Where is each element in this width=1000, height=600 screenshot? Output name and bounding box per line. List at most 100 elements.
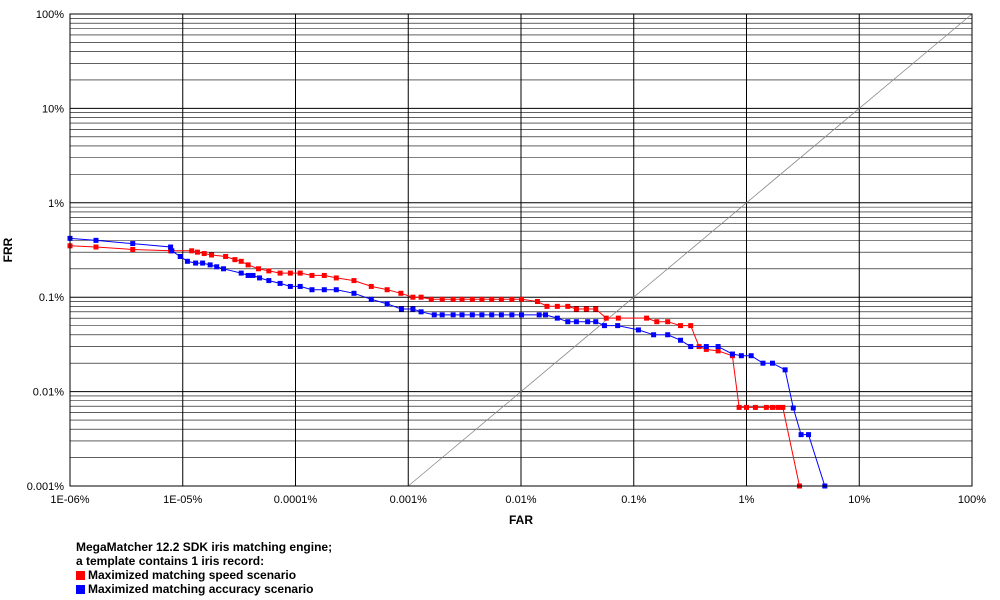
data-point — [321, 272, 327, 278]
data-point — [509, 296, 515, 302]
data-point — [459, 312, 465, 318]
data-point — [214, 264, 220, 270]
data-point — [450, 312, 456, 318]
data-point — [238, 258, 244, 264]
data-point — [384, 287, 390, 293]
data-point — [418, 294, 424, 300]
caption-title: MegaMatcher 12.2 SDK iris matching engin… — [76, 540, 333, 554]
caption-subtitle: a template contains 1 iris record: — [76, 554, 265, 568]
x-tick-label: 0.001% — [390, 494, 428, 506]
data-point — [479, 296, 485, 302]
data-point — [573, 306, 579, 312]
data-point — [615, 315, 621, 321]
data-point — [277, 270, 283, 276]
data-point — [130, 241, 136, 247]
data-point — [245, 272, 251, 278]
legend-label-accuracy: Maximized matching accuracy scenario — [88, 582, 314, 596]
data-point — [665, 332, 671, 338]
data-point — [223, 253, 229, 259]
data-point — [266, 278, 272, 284]
legend-item-speed: Maximized matching speed scenario — [76, 568, 332, 582]
series-layer — [67, 235, 828, 489]
data-point — [654, 319, 660, 325]
data-point — [593, 319, 599, 325]
data-point — [703, 344, 709, 350]
data-point — [232, 257, 238, 263]
data-point — [469, 296, 475, 302]
data-point — [544, 303, 550, 309]
data-point — [201, 251, 207, 257]
data-point — [748, 353, 754, 359]
data-point — [565, 303, 571, 309]
data-point — [644, 315, 650, 321]
data-point — [715, 344, 721, 350]
x-tick-label: 0.0001% — [274, 494, 318, 506]
data-point — [245, 262, 251, 268]
data-point — [368, 296, 374, 302]
y-tick-label: 100% — [36, 9, 64, 21]
data-point — [715, 348, 721, 354]
x-axis-label: FAR — [509, 513, 533, 527]
data-point — [189, 248, 195, 254]
x-axis-tick-labels: 1E-06% 1E-05% 0.0001% 0.001% 0.01% 0.1% 1% 10% 1… — [50, 494, 986, 506]
data-point — [93, 244, 99, 250]
data-point — [200, 260, 206, 266]
data-point — [459, 296, 465, 302]
data-point — [703, 346, 709, 352]
data-point — [736, 404, 742, 410]
data-point — [738, 353, 744, 359]
chart-caption: MegaMatcher 12.2 SDK iris matching engin… — [76, 540, 332, 596]
y-tick-label: 10% — [42, 103, 64, 115]
data-point — [277, 280, 283, 286]
data-point — [257, 275, 263, 281]
data-point — [760, 360, 766, 366]
data-point — [418, 309, 424, 315]
data-point — [287, 270, 293, 276]
data-point — [256, 266, 262, 272]
y-tick-label: 0.01% — [33, 387, 64, 399]
data-point — [678, 337, 684, 343]
data-point — [194, 249, 200, 255]
legend-swatch-speed — [76, 570, 85, 580]
data-point — [351, 290, 357, 296]
data-point — [250, 272, 256, 278]
data-point — [384, 301, 390, 307]
legend-label-speed: Maximized matching speed scenario — [88, 568, 297, 582]
data-point — [601, 323, 607, 329]
data-point — [769, 360, 775, 366]
data-point — [221, 266, 227, 272]
data-point — [439, 312, 445, 318]
x-tick-label: 10% — [848, 494, 870, 506]
data-point — [635, 327, 641, 333]
y-tick-label: 0.1% — [39, 292, 64, 304]
data-point — [238, 270, 244, 276]
data-point — [333, 287, 339, 293]
data-point — [351, 278, 357, 284]
data-point — [583, 306, 589, 312]
data-point — [790, 405, 796, 411]
data-point — [498, 312, 504, 318]
data-point — [428, 296, 434, 302]
data-point — [321, 287, 327, 293]
legend-swatch-accuracy — [76, 584, 85, 594]
data-point — [184, 258, 190, 264]
data-point — [333, 275, 339, 281]
data-point — [806, 432, 812, 438]
data-point — [439, 296, 445, 302]
data-point — [585, 319, 591, 325]
data-point — [729, 351, 735, 357]
data-point — [297, 283, 303, 289]
data-point — [782, 367, 788, 373]
data-point — [209, 252, 215, 258]
data-point — [554, 303, 560, 309]
series-accuracy — [67, 235, 828, 489]
data-point — [169, 248, 175, 254]
data-point — [410, 294, 416, 300]
data-point — [518, 296, 524, 302]
data-point — [398, 290, 404, 296]
data-point — [368, 283, 374, 289]
x-tick-label: 1% — [739, 494, 755, 506]
data-point — [665, 319, 671, 325]
y-tick-label: 0.001% — [27, 481, 65, 493]
data-point — [287, 283, 293, 289]
